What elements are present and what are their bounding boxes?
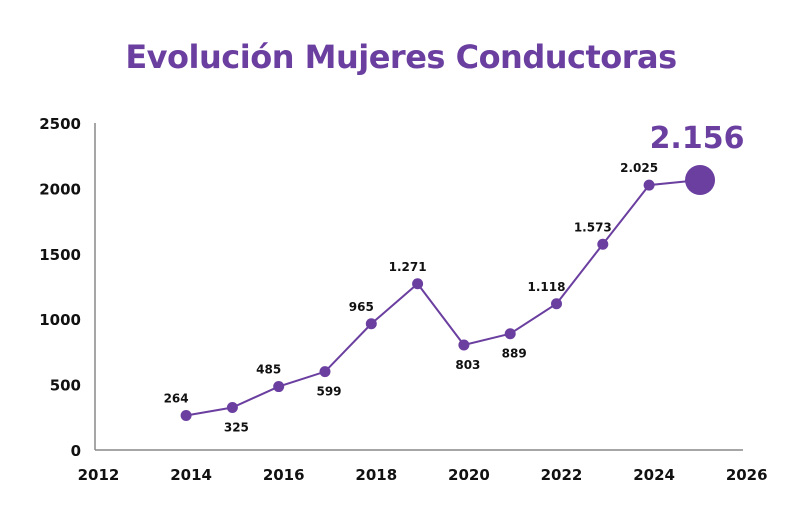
data-point [180,409,192,421]
highlight-label: 2.156 [650,121,745,156]
data-point [319,366,331,378]
y-tick-label: 1500 [39,246,81,264]
data-point [597,238,609,250]
data-label: 803 [455,358,480,372]
highlight-point [685,165,716,196]
y-tick-label: 2500 [39,115,81,133]
chart-title: Evolución Mujeres Conductoras [125,38,677,76]
x-tick-label: 2014 [170,466,212,484]
data-label: 325 [224,420,249,434]
data-label: 2.025 [620,161,658,175]
data-point [365,318,377,330]
x-tick-label: 2012 [78,466,120,484]
data-label: 1.573 [574,220,612,234]
data-point [458,339,470,351]
data-label: 264 [164,391,189,405]
data-label: 889 [502,347,527,361]
y-tick-label: 2000 [39,180,81,198]
data-point [551,298,562,310]
y-tick-label: 1000 [39,311,81,329]
x-tick-label: 2022 [541,466,583,484]
data-label: 485 [256,363,281,377]
x-tick-label: 2020 [448,466,490,484]
data-label: 1.118 [528,280,566,294]
data-point [643,179,655,191]
series-line [185,179,701,417]
data-point [273,381,285,393]
data-point [504,328,516,340]
x-tick-label: 2024 [633,466,675,484]
y-tick-label: 0 [71,442,81,460]
data-label: 1.271 [389,260,427,274]
y-tick-label: 500 [50,377,81,395]
x-tick-label: 2026 [726,466,768,484]
data-label: 965 [349,300,374,314]
data-label: 599 [316,385,341,399]
x-tick-label: 2016 [263,466,305,484]
data-point [412,278,424,290]
data-point [226,401,238,413]
x-tick-label: 2018 [355,466,397,484]
